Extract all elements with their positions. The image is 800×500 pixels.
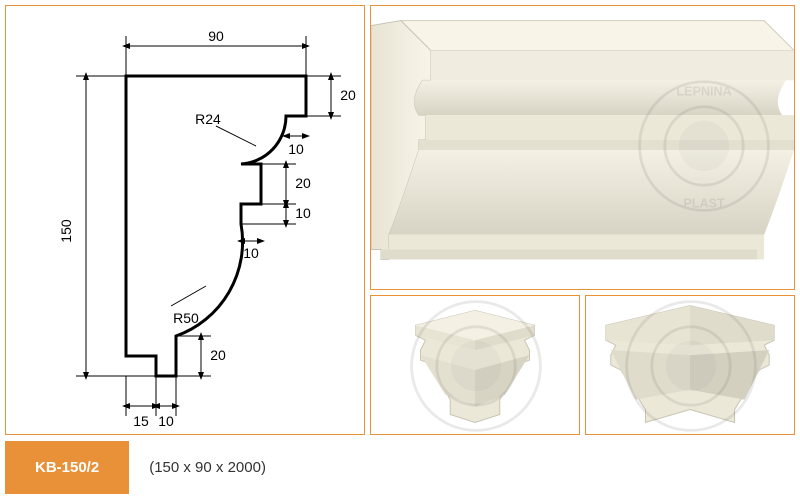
molding-corner-outer — [371, 295, 579, 435]
dim-bot-20: 20 — [210, 347, 226, 363]
product-dimensions: (150 x 90 x 2000) — [129, 459, 266, 476]
technical-diagram-panel: 90 150 20 R24 10 20 10 10 R50 20 15 10 — [5, 5, 365, 435]
molding-corner-inner — [586, 295, 794, 435]
render-main-panel: LEPNINAPLAST — [370, 5, 795, 290]
dim-mid-20: 20 — [295, 175, 311, 191]
profile-drawing: 90 150 20 R24 10 20 10 10 R50 20 15 10 — [6, 6, 366, 436]
render-corner-outer-panel — [370, 295, 580, 435]
footer: KB-150/2 (150 x 90 x 2000) — [5, 440, 266, 495]
dim-bot-10: 10 — [158, 413, 174, 429]
dim-r50: R50 — [173, 310, 199, 326]
dim-r24-offset: 10 — [288, 141, 304, 157]
dim-mid-10: 10 — [295, 205, 311, 221]
dim-width-top: 90 — [208, 28, 224, 44]
dim-top-right: 20 — [340, 87, 356, 103]
dim-height-left: 150 — [58, 219, 74, 243]
dim-mid-10b: 10 — [243, 245, 259, 261]
dim-bot-15: 15 — [133, 413, 149, 429]
render-corner-inner-panel — [585, 295, 795, 435]
product-code-badge: KB-150/2 — [5, 441, 129, 494]
molding-render-main — [371, 5, 794, 290]
dim-r24: R24 — [195, 111, 221, 127]
